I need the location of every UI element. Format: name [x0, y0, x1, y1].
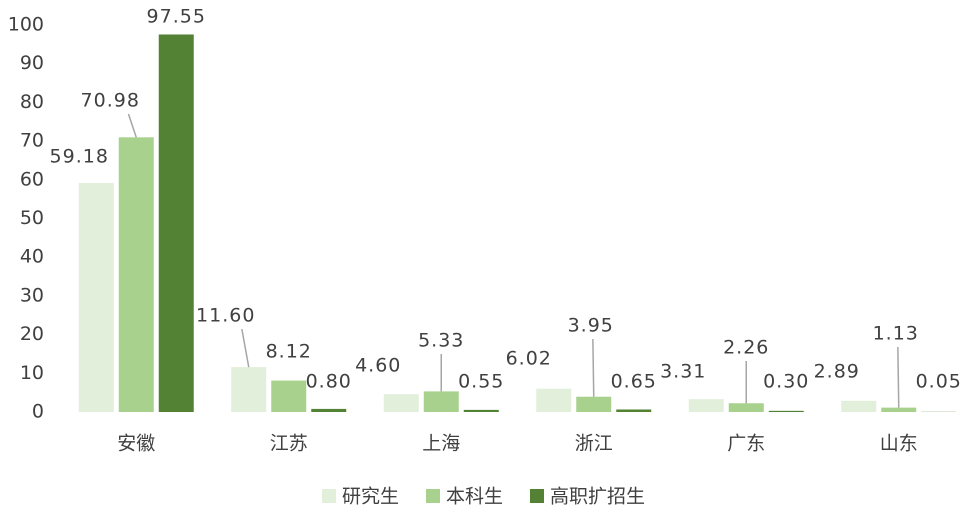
- bar: [423, 391, 459, 412]
- data-label: 6.02: [506, 348, 552, 370]
- data-label: 11.60: [196, 305, 255, 327]
- y-tick-label: 50: [20, 207, 44, 229]
- data-label: 0.80: [306, 371, 352, 393]
- bar: [311, 408, 347, 412]
- data-label: 2.26: [723, 337, 769, 359]
- x-tick-label: 广东: [727, 433, 765, 455]
- leader-line: [127, 113, 137, 138]
- bar: [118, 137, 154, 412]
- leader-line: [897, 346, 900, 408]
- bar: [688, 399, 724, 412]
- data-label: 1.13: [873, 323, 919, 345]
- bar: [231, 367, 267, 412]
- legend-swatch: [426, 489, 440, 503]
- y-tick-label: 80: [20, 91, 44, 113]
- bar: [158, 34, 194, 412]
- bar: [728, 403, 764, 412]
- data-label: 3.95: [568, 315, 614, 337]
- bar: [768, 410, 804, 412]
- bar: [536, 388, 572, 412]
- data-label: 70.98: [81, 90, 140, 112]
- legend-swatch: [530, 489, 544, 503]
- x-tick-label: 山东: [880, 433, 918, 455]
- legend-label: 高职扩招生: [550, 486, 645, 508]
- data-label: 8.12: [266, 341, 312, 363]
- y-tick-label: 10: [20, 362, 44, 384]
- data-label: 97.55: [147, 6, 206, 28]
- bar: [841, 400, 877, 412]
- y-tick-label: 70: [20, 130, 44, 152]
- legend-label: 研究生: [342, 486, 399, 508]
- bar: [616, 409, 652, 412]
- bar: [881, 407, 917, 412]
- y-tick-label: 0: [32, 401, 44, 423]
- y-tick-label: 90: [20, 52, 44, 74]
- data-label: 5.33: [418, 330, 464, 352]
- data-label: 59.18: [50, 146, 109, 168]
- bar: [383, 394, 419, 412]
- data-label: 0.65: [611, 371, 657, 393]
- bar: [271, 380, 307, 412]
- x-tick-label: 上海: [422, 433, 460, 455]
- legend-label: 本科生: [446, 486, 503, 508]
- bar: [78, 182, 114, 412]
- data-label: 0.55: [458, 371, 504, 393]
- y-tick-label: 100: [8, 14, 44, 36]
- x-tick-label: 江苏: [270, 433, 308, 455]
- leader-line: [592, 338, 595, 397]
- leader-line: [241, 328, 250, 368]
- y-tick-label: 40: [20, 246, 44, 268]
- y-tick-label: 30: [20, 284, 44, 306]
- x-tick-label: 安徽: [117, 433, 155, 455]
- legend-swatch: [322, 489, 336, 503]
- data-label: 2.89: [814, 361, 860, 383]
- bar: [463, 409, 499, 412]
- data-label: 3.31: [660, 361, 706, 383]
- y-tick-label: 60: [20, 168, 44, 190]
- data-label: 0.30: [763, 371, 809, 393]
- data-label: 0.05: [916, 371, 962, 393]
- y-tick-label: 20: [20, 323, 44, 345]
- bar: [576, 396, 612, 412]
- x-tick-label: 浙江: [575, 433, 613, 455]
- data-label: 4.60: [355, 355, 401, 377]
